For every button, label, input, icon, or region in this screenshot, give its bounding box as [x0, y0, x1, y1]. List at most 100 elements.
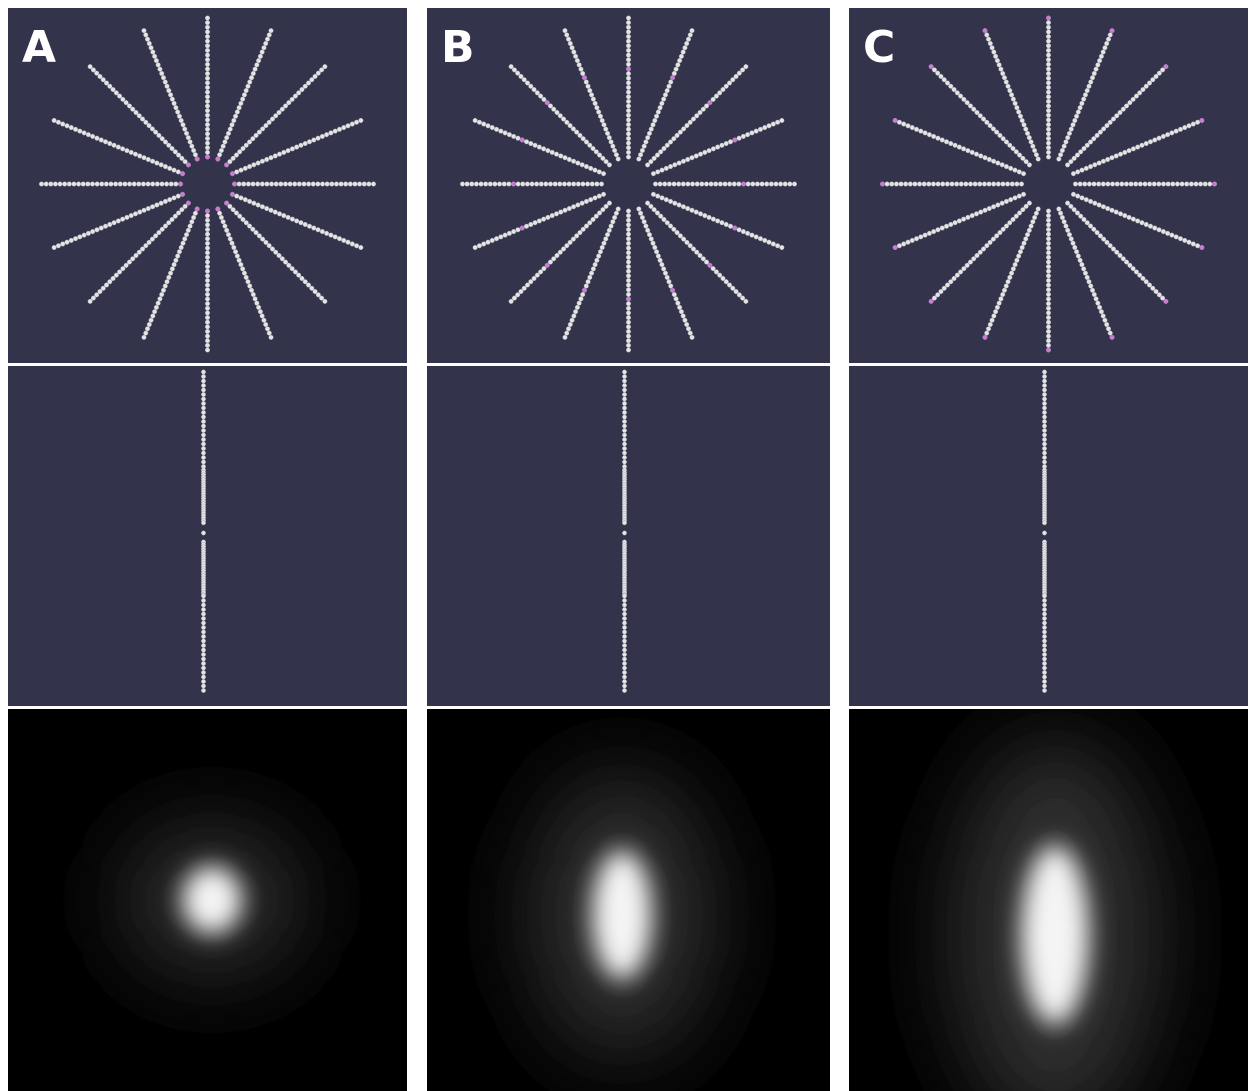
dot — [1124, 182, 1129, 187]
dot — [201, 657, 205, 661]
dot — [596, 254, 601, 259]
dot — [350, 242, 355, 247]
dot — [638, 211, 643, 216]
dot — [720, 220, 725, 225]
dot — [1084, 197, 1089, 202]
dot — [931, 134, 936, 139]
dot — [1021, 192, 1026, 197]
dot — [263, 41, 268, 46]
dot — [1042, 630, 1046, 634]
dot — [1019, 182, 1024, 187]
dot — [626, 255, 631, 260]
dot — [201, 419, 205, 423]
dot — [205, 329, 210, 334]
dot — [651, 241, 656, 246]
dot — [1203, 182, 1208, 187]
dot — [754, 129, 759, 134]
dot — [1042, 442, 1046, 446]
dot — [179, 118, 184, 123]
dot — [1080, 101, 1085, 106]
dot — [201, 442, 205, 446]
dot — [1067, 131, 1072, 136]
dot — [181, 123, 186, 128]
dot — [899, 182, 904, 187]
dot — [914, 236, 919, 241]
dot — [1078, 182, 1083, 187]
dot — [913, 182, 918, 187]
dot — [727, 182, 732, 187]
dot — [145, 37, 150, 42]
dot — [587, 88, 592, 93]
dot — [626, 150, 631, 155]
dot — [598, 114, 603, 119]
panel-background — [427, 366, 830, 706]
dot — [1007, 88, 1012, 93]
dot — [242, 271, 247, 276]
dot — [239, 101, 244, 106]
dot — [258, 54, 263, 59]
dot — [645, 228, 650, 233]
dot — [274, 182, 279, 187]
dot — [201, 643, 205, 647]
image-panel — [8, 709, 407, 1091]
dot — [237, 258, 242, 263]
dot — [524, 139, 529, 144]
dot — [626, 232, 631, 237]
dot — [668, 164, 673, 169]
dot — [647, 131, 652, 136]
dot — [595, 258, 600, 263]
dot — [494, 127, 499, 132]
dot — [205, 283, 210, 288]
marked-dot — [670, 75, 675, 80]
dot — [1161, 182, 1166, 187]
dot — [919, 235, 924, 240]
blob — [1021, 845, 1089, 1025]
dot — [234, 194, 239, 199]
dot — [264, 157, 269, 162]
dot — [1042, 370, 1046, 374]
dot — [667, 84, 672, 89]
dot — [579, 297, 584, 302]
marked-dot — [893, 118, 898, 123]
dot — [622, 415, 626, 419]
dot — [1088, 284, 1093, 289]
dot — [1143, 182, 1148, 187]
dot — [1042, 666, 1046, 670]
dot — [86, 132, 91, 137]
dot — [1046, 53, 1051, 58]
dot — [534, 182, 539, 187]
dot — [1081, 267, 1086, 272]
dot — [1018, 249, 1023, 254]
dot — [1083, 93, 1088, 98]
dot — [95, 136, 100, 141]
dot — [707, 215, 712, 220]
dot — [176, 170, 181, 175]
dot — [201, 594, 205, 598]
dot — [104, 182, 109, 187]
dot — [237, 182, 242, 187]
dot — [609, 140, 614, 145]
dot — [177, 114, 182, 119]
dot — [233, 114, 238, 119]
dot — [626, 311, 631, 316]
dot — [927, 231, 932, 236]
dot — [978, 154, 983, 159]
dot — [205, 25, 210, 30]
dot — [205, 315, 210, 320]
dot — [205, 227, 210, 232]
blob — [182, 866, 242, 934]
dot — [191, 148, 196, 153]
dot — [1046, 39, 1051, 44]
side-panel — [8, 366, 407, 706]
star-panel: C — [849, 8, 1248, 363]
dot — [626, 136, 631, 141]
dot — [665, 275, 670, 280]
dot — [626, 274, 631, 279]
dot — [479, 182, 484, 187]
side-panel — [427, 366, 830, 706]
dot — [142, 155, 147, 160]
dot — [1046, 118, 1051, 123]
dot — [1046, 132, 1051, 137]
dot — [1099, 309, 1104, 314]
dot — [1015, 258, 1020, 263]
